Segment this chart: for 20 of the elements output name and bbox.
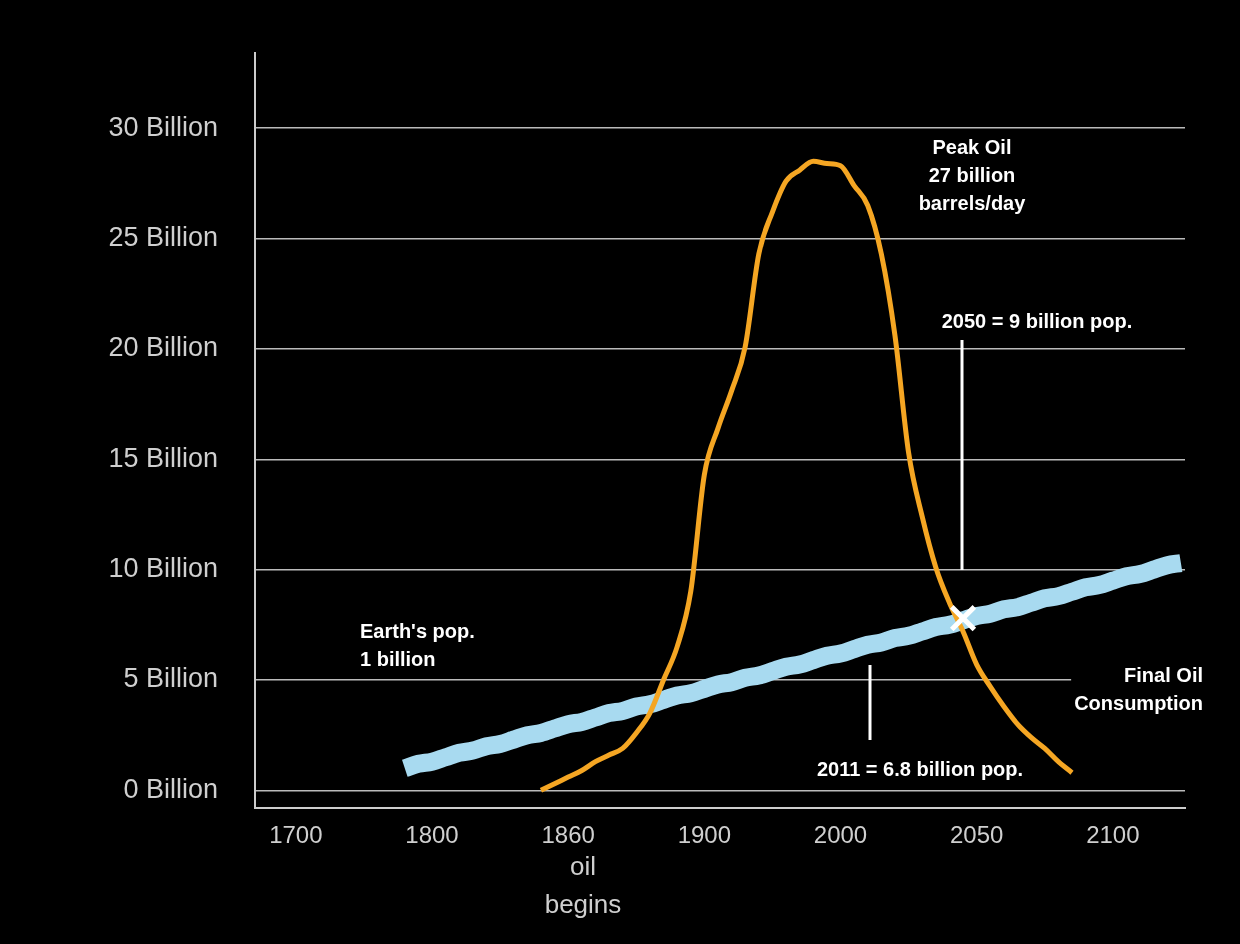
annotation: 2011 = 6.8 billion pop. bbox=[816, 757, 1024, 780]
annotation: Peak Oil 27 billion barrels/day bbox=[918, 135, 1027, 214]
x-tick-label: 1800 bbox=[405, 821, 459, 849]
y-tick-label: 15 Billion bbox=[108, 442, 218, 473]
x-tick-label: 1700 bbox=[269, 821, 323, 849]
y-tick-label: 5 Billion bbox=[123, 663, 218, 694]
y-tick-label: 25 Billion bbox=[108, 222, 218, 253]
annotation: 2050 = 9 billion pop. bbox=[941, 309, 1133, 332]
y-tick-label: 0 Billion bbox=[123, 773, 218, 804]
y-tick-label: 10 Billion bbox=[108, 553, 218, 584]
text: oil begins bbox=[544, 851, 622, 920]
x-tick-label: 2050 bbox=[949, 821, 1004, 849]
x-tick-label: 2100 bbox=[1086, 821, 1140, 849]
x-tick-label: 1860 bbox=[541, 821, 595, 849]
x-tick-label: 1900 bbox=[677, 821, 732, 849]
y-tick-label: 20 Billion bbox=[108, 332, 218, 363]
x-tick-label: 2000 bbox=[813, 821, 868, 849]
y-tick-label: 30 Billion bbox=[108, 111, 218, 142]
annotation: Final Oil Consumption bbox=[1074, 663, 1203, 714]
annotation: Earth's pop. 1 billion bbox=[360, 619, 475, 670]
